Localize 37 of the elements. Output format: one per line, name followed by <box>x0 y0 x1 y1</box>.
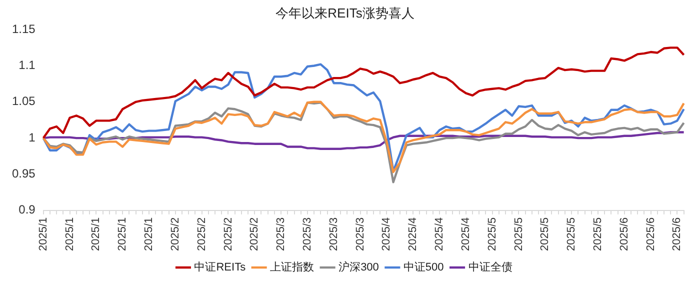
x-tick-label: 2025/3 <box>354 217 366 252</box>
x-tick-label: 2025/2 <box>222 217 234 252</box>
x-tick-label: 2025/5 <box>566 217 578 252</box>
x-tick-label: 2025/2 <box>248 217 261 252</box>
x-tick-label: 2025/1 <box>143 217 156 252</box>
x-tick-label: 2025/5 <box>512 217 525 252</box>
x-tick-label: 2025/1 <box>64 217 76 252</box>
legend-label: 中证全债 <box>468 260 512 274</box>
y-tick-label: 1.05 <box>12 94 36 108</box>
y-tick-label: 1 <box>28 130 36 144</box>
chart-title: 今年以来REITs涨势喜人 <box>276 5 414 20</box>
x-tick-label: 2025/1 <box>90 217 102 252</box>
x-tick-label: 2025/3 <box>275 217 288 252</box>
legend-label: 中证500 <box>403 260 444 274</box>
x-tick-label: 2025/4 <box>407 217 420 252</box>
y-tick-label: 1.1 <box>18 58 36 72</box>
x-tick-label: 2025/3 <box>328 217 340 252</box>
x-tick-label: 2025/5 <box>539 217 552 252</box>
y-tick-label: 0.95 <box>12 166 36 181</box>
x-tick-label: 2025/6 <box>618 217 630 252</box>
x-tick-label: 2025/1 <box>116 217 129 252</box>
x-tick-label: 2025/1 <box>37 217 50 252</box>
legend-label: 上证指数 <box>270 260 314 274</box>
x-tick-label: 2025/4 <box>434 217 446 252</box>
x-tick-label: 2025/4 <box>460 217 472 252</box>
x-tick-label: 2025/6 <box>644 217 657 252</box>
legend-label: 沪深300 <box>338 260 379 274</box>
x-tick-label: 2025/6 <box>671 217 684 252</box>
x-tick-label: 2025/3 <box>301 217 314 252</box>
x-tick-label: 2025/2 <box>169 217 182 252</box>
x-tick-label: 2025/5 <box>486 217 498 252</box>
y-tick-label: 1.15 <box>12 22 36 36</box>
x-tick-label: 2025/5 <box>592 217 604 252</box>
x-tick-label: 2025/2 <box>196 217 208 252</box>
x-tick-label: 2025/4 <box>380 217 393 252</box>
y-tick-label: 0.9 <box>18 202 36 217</box>
legend-label: 中证REITs <box>194 260 246 274</box>
